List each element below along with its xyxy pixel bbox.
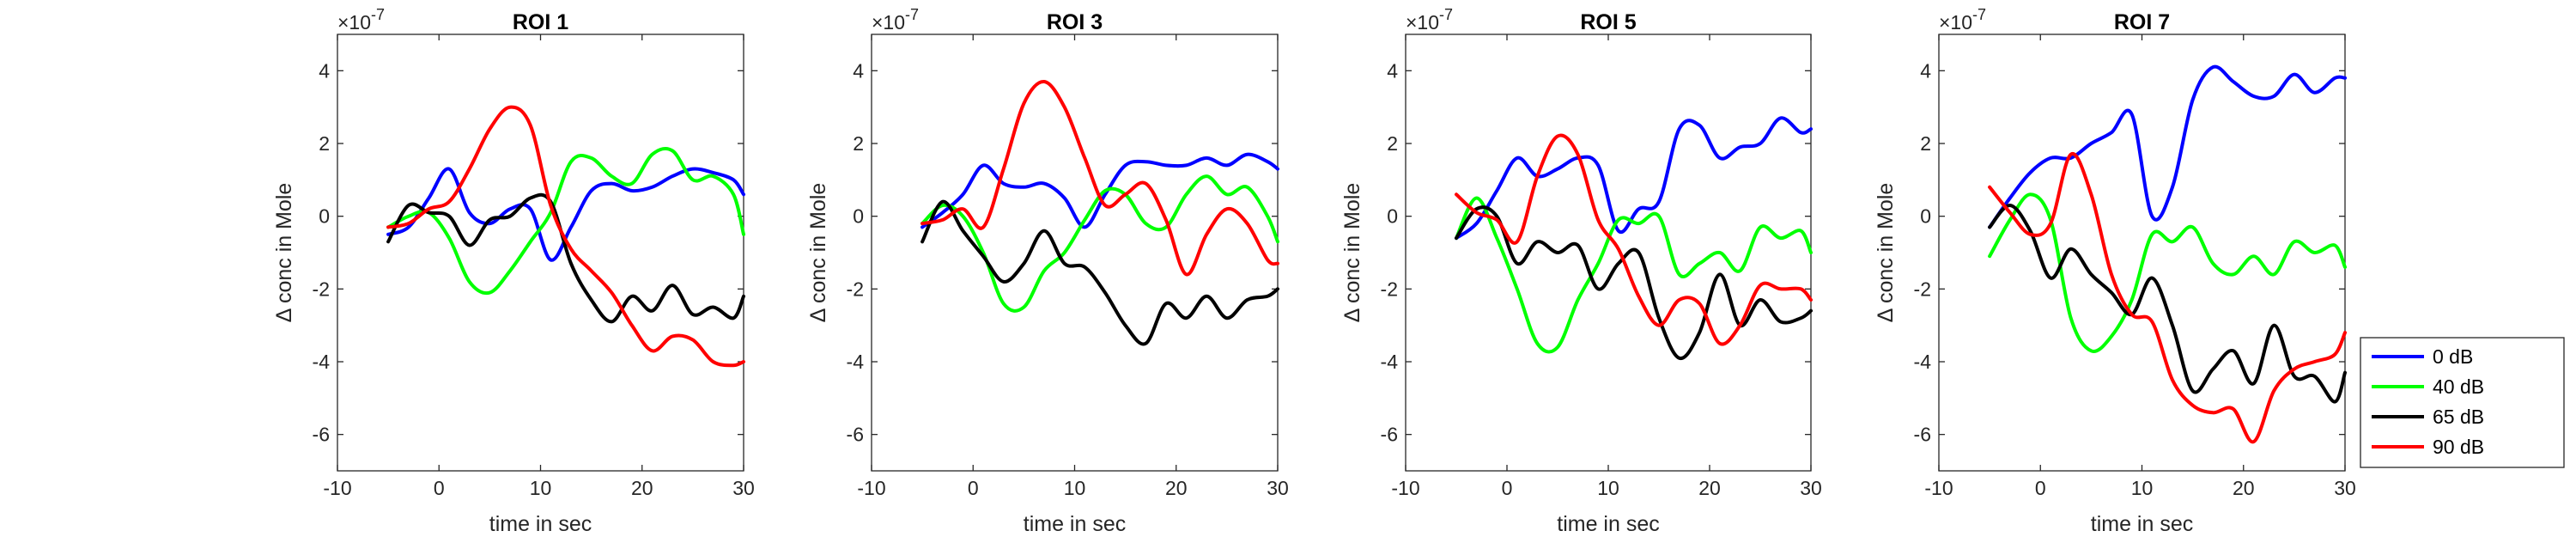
series-line-40-db (920, 174, 1279, 313)
y-exponent-power: -7 (1439, 6, 1453, 23)
y-tick-label: 4 (1387, 59, 1398, 82)
y-axis-label: Δ conc in Mole (1874, 183, 1898, 323)
y-tick-label: -2 (313, 278, 330, 300)
x-tick-label: 10 (530, 477, 552, 499)
x-axis-label: time in sec (1557, 512, 1659, 536)
x-tick-label: 20 (631, 477, 653, 499)
chart-panel-3: -10 0 10 20 30 -6 -4 -2 0 2 4 ×10-7 ROI 5 time in sec… (1340, 6, 1822, 536)
y-axis-label: Δ conc in Mole (1340, 183, 1364, 323)
x-axis-label: time in sec (489, 512, 592, 536)
x-tick-label: 20 (1165, 477, 1188, 499)
series-line-0-db (386, 167, 745, 262)
y-tick-label: -6 (313, 424, 330, 446)
y-tick-label: -4 (1914, 351, 1932, 373)
y-exponent-power: -7 (1972, 6, 1986, 23)
legend-entry-label: 0 dB (2433, 345, 2473, 368)
x-tick-label: 30 (1267, 477, 1289, 499)
y-tick-label: -6 (1914, 424, 1931, 446)
x-tick-label: -10 (1391, 477, 1419, 499)
y-exponent-label: ×10-7 (1939, 6, 1986, 34)
x-tick-label: 20 (1698, 477, 1721, 499)
series-line-0-db (1988, 64, 2347, 229)
x-tick-label: 0 (2035, 477, 2046, 499)
axes-box (337, 34, 744, 472)
y-tick-label: 2 (1920, 132, 1931, 155)
y-axis-label: Δ conc in Mole (272, 183, 296, 323)
axes-box (1938, 34, 2346, 472)
chart-panel-2: -10 0 10 20 30 -6 -4 -2 0 2 4 ×10-7 ROI 3 time in sec… (806, 6, 1289, 536)
y-tick-label: 4 (853, 59, 864, 82)
x-tick-label: -10 (857, 477, 885, 499)
y-exponent-power: -7 (905, 6, 919, 23)
chart-title: ROI 1 (513, 10, 568, 34)
series-line-90-db (1988, 152, 2347, 444)
series-line-90-db (920, 80, 1279, 277)
y-tick-label: -4 (847, 351, 865, 373)
x-tick-label: 0 (434, 477, 445, 499)
x-axis-label: time in sec (1024, 512, 1126, 536)
axes-box (871, 34, 1279, 472)
y-exponent-label: ×10-7 (337, 6, 385, 34)
y-tick-label: 0 (853, 205, 864, 228)
legend-entry-label: 65 dB (2433, 406, 2484, 428)
x-tick-label: -10 (1924, 477, 1953, 499)
y-tick-label: -2 (1914, 278, 1931, 300)
series-line-65-db (386, 192, 745, 324)
series-line-65-db (920, 199, 1279, 346)
y-tick-label: -2 (1381, 278, 1398, 300)
x-tick-label: 30 (732, 477, 755, 499)
chart-title: ROI 5 (1580, 10, 1636, 34)
legend-entry-label: 90 dB (2433, 436, 2484, 458)
chart-title: ROI 3 (1047, 10, 1103, 34)
chart-panel-1: -10 0 10 20 30 -6 -4 -2 0 2 4 ×10-7 ROI 1 time in sec… (272, 6, 755, 536)
y-tick-label: -4 (313, 351, 331, 373)
x-tick-label: 10 (2131, 477, 2154, 499)
x-tick-label: 20 (2233, 477, 2255, 499)
x-tick-label: 30 (2334, 477, 2356, 499)
x-tick-label: 30 (1800, 477, 1822, 499)
series-line-90-db (386, 105, 745, 368)
x-axis-label: time in sec (2091, 512, 2193, 536)
series-line-40-db (1455, 196, 1813, 354)
series-line-40-db (386, 146, 745, 296)
series-line-65-db (1988, 204, 2347, 404)
y-tick-label: -4 (1381, 351, 1399, 373)
x-tick-label: 10 (1064, 477, 1086, 499)
y-tick-label: -2 (847, 278, 864, 300)
series-line-65-db (1455, 205, 1813, 360)
series-line-90-db (1455, 133, 1813, 346)
y-tick-label: 0 (1920, 205, 1931, 228)
y-tick-label: 0 (1387, 205, 1398, 228)
y-tick-label: 0 (319, 205, 330, 228)
y-tick-label: -6 (847, 424, 864, 446)
x-tick-label: 0 (1502, 477, 1513, 499)
y-exponent-label: ×10-7 (1406, 6, 1453, 34)
x-tick-label: 0 (968, 477, 979, 499)
legend-entry-label: 40 dB (2433, 375, 2484, 398)
series-line-40-db (1988, 192, 2347, 353)
x-tick-label: 10 (1597, 477, 1619, 499)
chart-panel-4: -10 0 10 20 30 -6 -4 -2 0 2 4 ×10-7 ROI 7 time in sec… (1874, 6, 2356, 536)
y-tick-label: -6 (1381, 424, 1398, 446)
y-tick-label: 2 (319, 132, 330, 155)
chart-title: ROI 7 (2114, 10, 2170, 34)
y-tick-label: 2 (1387, 132, 1398, 155)
y-exponent-label: ×10-7 (872, 6, 919, 34)
series-line-0-db (1455, 116, 1813, 241)
y-tick-label: 2 (853, 132, 864, 155)
y-axis-label: Δ conc in Mole (806, 183, 830, 323)
y-tick-label: 4 (1920, 59, 1931, 82)
y-exponent-power: -7 (371, 6, 385, 23)
legend: 0 dB 40 dB 65 dB 90 dB (2360, 337, 2565, 468)
x-tick-label: -10 (323, 477, 351, 499)
series-line-0-db (920, 152, 1279, 229)
y-tick-label: 4 (319, 59, 330, 82)
